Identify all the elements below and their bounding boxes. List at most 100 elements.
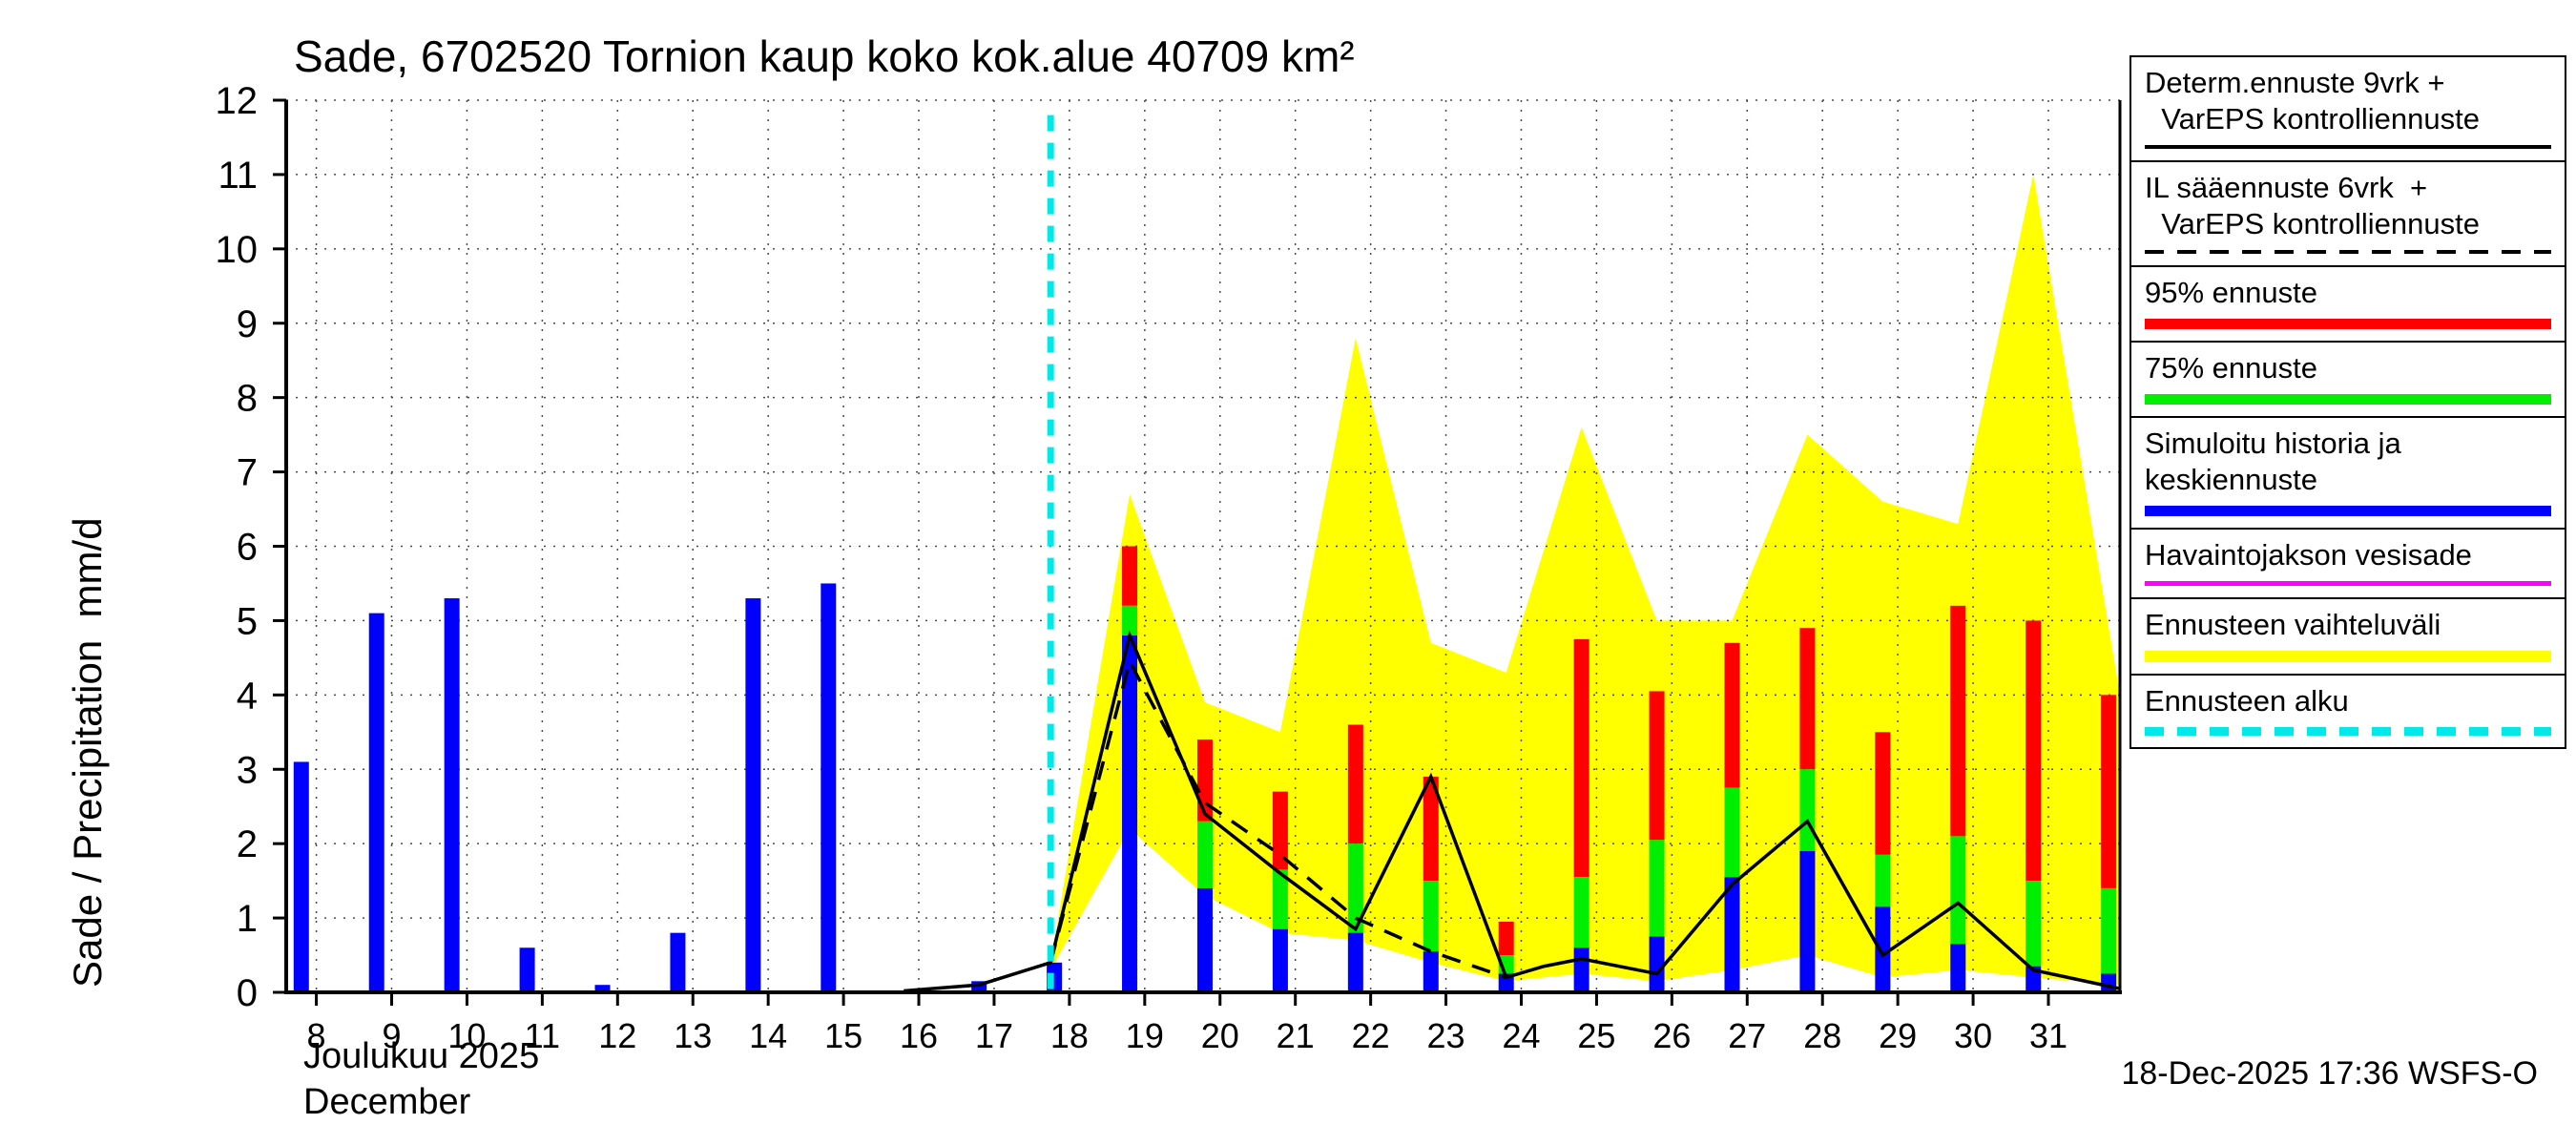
observed-bar-day-13 <box>670 932 686 992</box>
forecast-bar-median-day-27 <box>1724 877 1740 992</box>
x-tick-label-20: 20 <box>1201 1016 1239 1055</box>
y-tick-label-1: 1 <box>237 898 258 940</box>
forecast-bar-p75-day-23 <box>1423 881 1439 952</box>
forecast-bar-p95-day-23 <box>1423 777 1439 882</box>
y-tick-label-9: 9 <box>237 303 258 345</box>
forecast-bar-p95-day-32 <box>2101 695 2117 888</box>
forecast-bar-median-day-22 <box>1347 932 1363 992</box>
forecast-bar-median-day-19 <box>1122 635 1138 992</box>
determ-line-sample-icon <box>2145 145 2551 149</box>
legend-label: Ennusteen vaihteluväli <box>2145 608 2441 641</box>
p75-line-sample-icon <box>2145 394 2551 405</box>
forecast-bar-p95-day-28 <box>1799 628 1816 770</box>
forecast-bar-p95-day-25 <box>1573 638 1589 878</box>
legend-label: Ennusteen alku <box>2145 684 2349 718</box>
forecast-bar-median-day-26 <box>1649 936 1665 992</box>
y-tick-label-3: 3 <box>237 749 258 791</box>
x-tick-label-15: 15 <box>824 1016 862 1055</box>
x-tick-label-8: 8 <box>307 1016 326 1055</box>
observed-bar-day-11 <box>519 947 535 992</box>
forecast-bar-p75-day-22 <box>1347 843 1363 933</box>
legend-label: 75% ennuste <box>2145 351 2317 385</box>
forecast-bar-median-day-29 <box>1875 906 1891 992</box>
x-tick-label-12: 12 <box>598 1016 636 1055</box>
observed-bar-day-12 <box>594 985 611 992</box>
y-tick-label-4: 4 <box>237 675 258 717</box>
x-tick-label-14: 14 <box>749 1016 787 1055</box>
forecast-bar-median-day-23 <box>1423 951 1439 992</box>
legend: Determ.ennuste 9vrk + VarEPS kontrollien… <box>2129 55 2566 749</box>
x-tick-label-17: 17 <box>975 1016 1013 1055</box>
legend-label: VarEPS kontrolliennuste <box>2145 207 2480 240</box>
x-tick-label-23: 23 <box>1427 1016 1465 1055</box>
y-tick-label-6: 6 <box>237 527 258 569</box>
forecast-bar-p95-day-24 <box>1498 921 1514 956</box>
forecast-bar-p95-day-29 <box>1875 732 1891 855</box>
x-tick-label-28: 28 <box>1803 1016 1841 1055</box>
forecast-bar-p75-day-30 <box>1950 836 1966 945</box>
forecast-bar-p95-day-20 <box>1196 739 1213 822</box>
x-tick-label-13: 13 <box>674 1016 712 1055</box>
x-tick-label-18: 18 <box>1050 1016 1089 1055</box>
y-tick-label-5: 5 <box>237 600 258 642</box>
x-tick-label-24: 24 <box>1502 1016 1540 1055</box>
forecast-bar-median-day-31 <box>2025 966 2042 992</box>
forecast-bar-p95-day-21 <box>1272 791 1288 870</box>
x-tick-label-21: 21 <box>1277 1016 1315 1055</box>
legend-label: Simuloitu historia ja <box>2145 427 2401 460</box>
simulated-history-line-sample-icon <box>2145 506 2551 516</box>
forecast-bar-p75-day-26 <box>1649 840 1665 937</box>
forecast-bars <box>1122 546 2117 992</box>
x-axis-month-finnish: Joulukuu 2025 <box>303 1036 540 1076</box>
forecast-bar-p75-day-25 <box>1573 877 1589 948</box>
legend-label: Determ.ennuste 9vrk + <box>2145 66 2445 99</box>
legend-item-forecast-start-line: Ennusteen alku <box>2129 674 2566 749</box>
legend-item-il-line: IL sääennuste 6vrk + VarEPS kontrollienn… <box>2129 160 2566 267</box>
y-axis-label: Sade / Precipitation mm/d <box>65 517 110 988</box>
forecast-bar-p95-day-30 <box>1950 605 1966 837</box>
forecast-bar-p75-day-31 <box>2025 881 2042 967</box>
y-tick-label-0: 0 <box>237 972 258 1014</box>
y-tick-label-11: 11 <box>218 155 258 197</box>
observed-rainfall-line-sample-icon <box>2145 581 2551 586</box>
observed-bar-day-17 <box>971 981 987 992</box>
y-tick-label-8: 8 <box>237 378 258 420</box>
observed-bar-day-9 <box>368 613 384 992</box>
forecast-bar-median-day-30 <box>1950 944 1966 992</box>
legend-item-simulated-history-line: Simuloitu historia ja keskiennuste <box>2129 416 2566 530</box>
x-tick-label-19: 19 <box>1126 1016 1164 1055</box>
legend-label: Havaintojakson vesisade <box>2145 538 2472 572</box>
forecast-bar-p75-day-20 <box>1196 821 1213 888</box>
observed-bar-day-15 <box>821 583 837 992</box>
forecast-bar-median-day-25 <box>1573 947 1589 992</box>
chart-title: Sade, 6702520 Tornion kaup koko kok.alue… <box>294 31 1355 81</box>
x-tick-label-25: 25 <box>1577 1016 1615 1055</box>
forecast-bar-p75-day-19 <box>1122 605 1138 635</box>
timestamp: 18-Dec-2025 17:36 WSFS-O <box>2121 1055 2538 1092</box>
forecast-bar-p75-day-28 <box>1799 769 1816 851</box>
forecast-bar-median-day-24 <box>1498 973 1514 992</box>
x-tick-label-9: 9 <box>382 1016 401 1055</box>
legend-item-observed-rainfall-line: Havaintojakson vesisade <box>2129 528 2566 599</box>
observed-bar-day-10 <box>444 598 460 992</box>
forecast-bar-p75-day-27 <box>1724 787 1740 878</box>
forecast-bar-p95-day-31 <box>2025 620 2042 882</box>
x-tick-label-22: 22 <box>1352 1016 1390 1055</box>
legend-item-forecast-range-line: Ennusteen vaihteluväli <box>2129 597 2566 676</box>
x-tick-label-27: 27 <box>1728 1016 1766 1055</box>
forecast-bar-p75-day-21 <box>1272 869 1288 929</box>
forecast-bar-p95-day-27 <box>1724 642 1740 788</box>
forecast-bar-p95-day-22 <box>1347 724 1363 844</box>
legend-item-p75-line: 75% ennuste <box>2129 341 2566 418</box>
forecast-bar-p95-day-19 <box>1122 546 1138 606</box>
forecast-bar-median-day-20 <box>1196 887 1213 992</box>
forecast-bar-p75-day-32 <box>2101 887 2117 974</box>
deterministic-forecast-line <box>904 630 2121 993</box>
y-tick-label-2: 2 <box>237 823 258 865</box>
observed-bar-day-8 <box>293 761 309 992</box>
legend-label: 95% ennuste <box>2145 276 2317 309</box>
forecast-bar-median-day-32 <box>2101 973 2117 992</box>
y-tick-label-7: 7 <box>237 452 258 494</box>
